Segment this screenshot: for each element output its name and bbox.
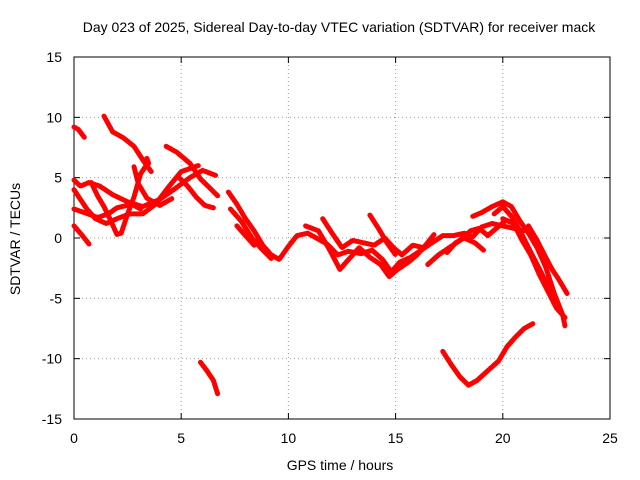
chart-grid — [74, 57, 610, 419]
y-tick-label: 15 — [46, 49, 62, 65]
series-track-o — [234, 223, 257, 248]
x-tick-label: 0 — [70, 430, 78, 446]
series-track-l — [198, 359, 221, 397]
y-tick-label: -10 — [42, 351, 62, 367]
x-axis: 0 5 10 15 20 25 — [70, 57, 618, 446]
series-track-e — [71, 223, 92, 247]
x-axis-label: GPS time / hours — [287, 457, 394, 473]
x-tick-label: 10 — [281, 430, 297, 446]
y-tick-label: -5 — [50, 290, 63, 306]
series-track-y — [526, 223, 570, 296]
series-track-q — [303, 223, 437, 280]
series-track-r — [320, 216, 426, 258]
x-tick-label: 15 — [388, 430, 404, 446]
series-track-h — [131, 164, 176, 208]
series-track-u — [444, 235, 486, 255]
y-tick-label: -15 — [42, 411, 62, 427]
series-track-c — [71, 163, 201, 226]
series-track-a — [71, 124, 88, 141]
y-tick-label: 5 — [54, 170, 62, 186]
y-tick-label: 0 — [54, 230, 62, 246]
series-track-g — [101, 113, 154, 175]
y-axis: -15 -10 -5 0 5 10 15 — [42, 49, 610, 427]
x-tick-label: 20 — [495, 430, 511, 446]
series-track-j — [163, 143, 221, 199]
series-track-i — [144, 155, 152, 167]
y-axis-label: SDTVAR / TECUs — [7, 183, 23, 295]
series-track-m — [225, 189, 283, 263]
series-track-s — [367, 212, 399, 258]
x-tick-label: 5 — [177, 430, 185, 446]
series-track-k — [176, 175, 216, 211]
y-tick-label: 10 — [46, 109, 62, 125]
series-track-x — [500, 216, 568, 321]
series-track-n — [228, 206, 274, 261]
data-series-group — [71, 113, 570, 397]
series-track-t — [425, 218, 508, 267]
series-track-z — [440, 321, 536, 388]
x-tick-label: 25 — [602, 430, 618, 446]
chart-title: Day 023 of 2025, Sidereal Day-to-day VTE… — [83, 19, 596, 35]
